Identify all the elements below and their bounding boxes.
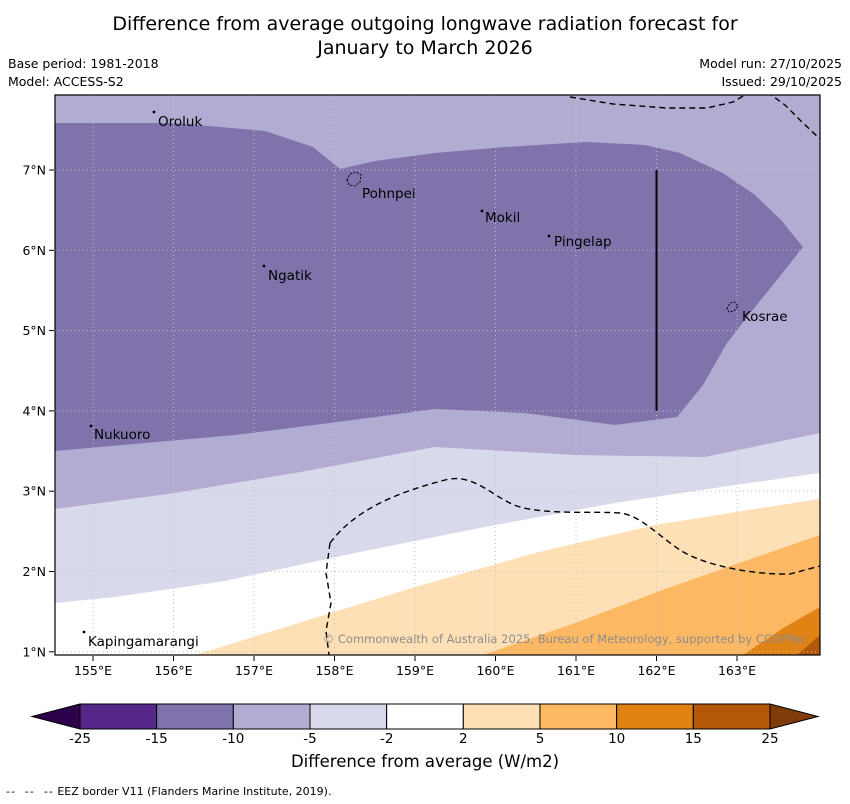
colorbar-left-arrow bbox=[30, 703, 81, 730]
lon-tick-label: 155°E bbox=[74, 663, 112, 678]
meta-base-period: Base period: 1981-2018 bbox=[8, 56, 159, 71]
eez-border-northeast-2 bbox=[769, 95, 820, 140]
lon-tick-label: 160°E bbox=[476, 663, 514, 678]
mokil-marker bbox=[480, 209, 484, 213]
eez-border-south-vertical bbox=[325, 542, 332, 655]
lon-tick-label: 158°E bbox=[315, 663, 353, 678]
location-label-pingelap: Pingelap bbox=[554, 234, 612, 250]
lon-tick-label: 157°E bbox=[235, 663, 273, 678]
lon-tick-label: 161°E bbox=[557, 663, 595, 678]
band-pos5-pos10 bbox=[483, 535, 820, 655]
colorbar-segment bbox=[386, 703, 464, 730]
eez-dash-symbol: -- -- -- bbox=[6, 785, 54, 798]
colorbar-segment bbox=[616, 703, 694, 730]
colorbar-tick-label: 2 bbox=[459, 731, 468, 747]
copyright-text: © Commonwealth of Australia 2025, Bureau… bbox=[323, 632, 807, 646]
colorbar-segment bbox=[462, 703, 541, 730]
colorbar-tick-label: -2 bbox=[379, 731, 394, 747]
location-label-oroluk: Oroluk bbox=[158, 114, 202, 130]
lat-tick-label: 1°N bbox=[22, 644, 46, 659]
colorbar-tick-label: 5 bbox=[535, 731, 545, 747]
location-label-pohnpei: Pohnpei bbox=[362, 186, 416, 202]
colorbar-segment bbox=[156, 703, 234, 730]
location-label-mokil: Mokil bbox=[485, 210, 520, 226]
map-plot: Oroluk Pohnpei Mokil Pingelap Ngatik Kos… bbox=[22, 94, 821, 678]
colorbar-segment bbox=[232, 703, 311, 730]
location-label-ngatik: Ngatik bbox=[268, 268, 312, 284]
oroluk-marker bbox=[152, 110, 156, 114]
colorbar bbox=[30, 703, 820, 730]
band-pos15-pos25 bbox=[797, 635, 820, 655]
colorbar-right-arrow bbox=[769, 703, 820, 730]
eez-border-south bbox=[329, 477, 820, 575]
colorbar-tick-label: -10 bbox=[222, 731, 245, 747]
colorbar-tick-label: 15 bbox=[684, 731, 702, 747]
lon-tick-label: 156°E bbox=[154, 663, 192, 678]
kosrae-island-outline bbox=[726, 301, 739, 313]
lon-tick-label: 162°E bbox=[637, 663, 675, 678]
location-label-kosrae: Kosrae bbox=[742, 309, 788, 325]
location-label-kapingamarangi: Kapingamarangi bbox=[88, 634, 199, 650]
pohnpei-island-outline bbox=[346, 171, 362, 187]
lat-tick-label: 6°N bbox=[22, 243, 46, 258]
meta-model: Model: ACCESS-S2 bbox=[8, 74, 124, 89]
meta-issued: Issued: 29/10/2025 bbox=[721, 74, 843, 89]
colorbar-title: Difference from average (W/m2) bbox=[290, 752, 560, 771]
lon-tick-label: 159°E bbox=[396, 663, 434, 678]
location-label-nukuoro: Nukuoro bbox=[94, 427, 150, 443]
colorbar-segment bbox=[692, 703, 771, 730]
page-title-line1: Difference from average outgoing longwav… bbox=[112, 13, 738, 35]
colorbar-tick-label: -5 bbox=[303, 731, 317, 747]
eez-note-text: EEZ border V11 (Flanders Marine Institut… bbox=[57, 785, 332, 798]
map-layers: Oroluk Pohnpei Mokil Pingelap Ngatik Kos… bbox=[55, 95, 820, 655]
eez-legend-note: -- -- -- EEZ border V11 (Flanders Marine… bbox=[6, 785, 331, 798]
pingelap-marker bbox=[547, 234, 551, 238]
meta-right: Model run: 27/10/2025 Issued: 29/10/2025 bbox=[699, 55, 842, 91]
axis-tick-marks bbox=[49, 169, 738, 661]
colorbar-segment bbox=[309, 703, 388, 730]
colorbar-segment bbox=[539, 703, 618, 730]
atoll-markers bbox=[82, 110, 551, 634]
colorbar-tick-label: 10 bbox=[608, 731, 626, 747]
lat-tick-label: 4°N bbox=[22, 403, 46, 418]
colorbar-segment bbox=[79, 703, 158, 730]
lat-tick-label: 2°N bbox=[22, 564, 46, 579]
lat-tick-label: 5°N bbox=[22, 323, 46, 338]
ngatik-marker bbox=[262, 264, 266, 268]
map-frame bbox=[54, 94, 821, 656]
lon-tick-label: 163°E bbox=[718, 663, 756, 678]
meta-left: Base period: 1981-2018 Model: ACCESS-S2 bbox=[8, 55, 159, 91]
eez-border-lines bbox=[325, 95, 820, 655]
lat-tick-label: 7°N bbox=[22, 163, 46, 178]
lat-tick-label: 3°N bbox=[22, 484, 46, 499]
page-title-line2: January to March 2026 bbox=[317, 37, 533, 59]
band-neg15-neg10 bbox=[55, 123, 803, 451]
band-pos10-pos15 bbox=[743, 607, 820, 655]
kapingamarangi-marker bbox=[82, 630, 86, 634]
meta-model-run: Model run: 27/10/2025 bbox=[699, 56, 842, 71]
colorbar-tick-label: 25 bbox=[761, 731, 779, 747]
colorbar-tick-label: -15 bbox=[145, 731, 168, 747]
nukuoro-marker bbox=[89, 424, 93, 428]
colorbar-tick-label: -25 bbox=[68, 731, 92, 747]
